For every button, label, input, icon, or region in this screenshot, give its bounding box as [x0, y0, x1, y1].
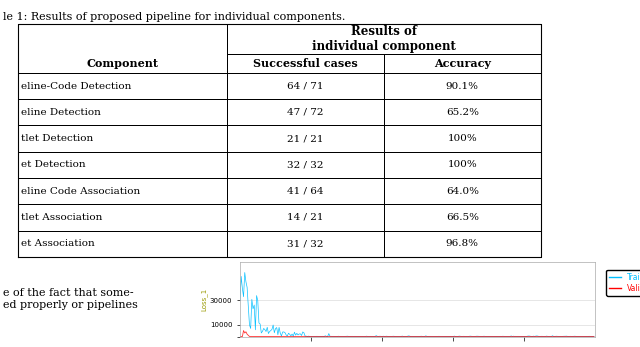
Text: 100%: 100%: [447, 134, 477, 143]
Text: eline Code Association: eline Code Association: [21, 187, 140, 196]
Text: 64.0%: 64.0%: [446, 187, 479, 196]
Text: 41 / 64: 41 / 64: [287, 187, 324, 196]
Legend: Training, Validation: Training, Validation: [606, 270, 640, 296]
Text: 96.8%: 96.8%: [446, 239, 479, 248]
Text: e of the fact that some-
ed properly or pipelines: e of the fact that some- ed properly or …: [3, 288, 138, 310]
Text: 21 / 21: 21 / 21: [287, 134, 324, 143]
Text: Accuracy: Accuracy: [434, 58, 491, 69]
Text: eline Detection: eline Detection: [21, 108, 101, 117]
Text: 47 / 72: 47 / 72: [287, 108, 324, 117]
Text: 100%: 100%: [447, 160, 477, 169]
Y-axis label: Loss_1: Loss_1: [200, 288, 207, 311]
Text: et Association: et Association: [21, 239, 95, 248]
Text: Component: Component: [86, 58, 159, 69]
Text: Results of
individual component: Results of individual component: [312, 25, 456, 53]
Text: le 1: Results of proposed pipeline for individual components.: le 1: Results of proposed pipeline for i…: [3, 12, 346, 22]
Text: tlet Association: tlet Association: [21, 213, 102, 222]
Text: 32 / 32: 32 / 32: [287, 160, 324, 169]
Text: 31 / 32: 31 / 32: [287, 239, 324, 248]
Text: Successful cases: Successful cases: [253, 58, 358, 69]
Text: tlet Detection: tlet Detection: [21, 134, 93, 143]
Text: 90.1%: 90.1%: [446, 82, 479, 91]
Text: 64 / 71: 64 / 71: [287, 82, 324, 91]
Text: 14 / 21: 14 / 21: [287, 213, 324, 222]
Text: et Detection: et Detection: [21, 160, 86, 169]
Text: 65.2%: 65.2%: [446, 108, 479, 117]
Text: 66.5%: 66.5%: [446, 213, 479, 222]
Text: eline-Code Detection: eline-Code Detection: [21, 82, 131, 91]
